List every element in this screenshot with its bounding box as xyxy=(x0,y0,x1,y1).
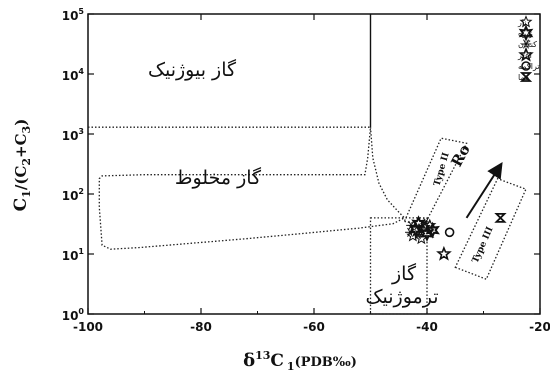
region-label-thermogenic-1: گاز xyxy=(391,262,417,285)
maturity-arrow xyxy=(465,162,503,219)
type-ii-corridor xyxy=(403,137,468,227)
legend-label: هما xyxy=(518,73,529,82)
x-axis-title: δ13C 1(PDB‰) xyxy=(243,349,357,373)
type-iii-corridor xyxy=(454,177,527,281)
legend-marker xyxy=(521,39,531,49)
point-series-2 xyxy=(412,230,423,240)
x-tick-label: -20 xyxy=(529,320,550,334)
y-axis-title: C1/(C2+C3) xyxy=(11,119,33,212)
y-tick-label: 104 xyxy=(62,67,85,83)
x-tick-label: -60 xyxy=(303,320,325,334)
point-series-1 xyxy=(425,221,440,239)
legend-label: زیره xyxy=(518,29,533,38)
y-tick-label: 105 xyxy=(62,7,85,23)
legend-marker xyxy=(518,46,534,62)
maturity-arrow-label: Ro xyxy=(447,142,473,170)
legend-marker xyxy=(521,61,531,71)
point-series-2 xyxy=(420,217,431,227)
point-series-5 xyxy=(494,212,507,223)
y-tick-label: 101 xyxy=(62,247,85,263)
asterisk-stroke xyxy=(407,227,413,237)
asterisk-stroke xyxy=(523,39,529,49)
legend-marker xyxy=(519,15,533,28)
y-tick-label: 102 xyxy=(62,187,84,203)
mixed-gas-envelope xyxy=(98,127,406,250)
x-tick-labels: -100 -80 -60 -40 -20 xyxy=(73,320,550,334)
legend-label: تراکمه xyxy=(518,62,540,71)
point-series-3 xyxy=(436,245,452,261)
type-iii-label: Type III xyxy=(471,225,496,264)
region-label-thermogenic-2: ترموژنیک xyxy=(366,286,439,308)
x-tick-label: -80 xyxy=(190,320,212,334)
x-tick-label: -40 xyxy=(416,320,438,334)
data-points xyxy=(405,212,507,261)
asterisk-stroke xyxy=(408,220,415,230)
point-series-4 xyxy=(444,227,455,238)
legend-label: نار xyxy=(517,18,527,27)
region-label-mixed: گاز مخلوط xyxy=(175,166,262,189)
y-tick-label: 100 xyxy=(62,307,85,323)
x-tick-label: -100 xyxy=(73,320,103,334)
legend-marker xyxy=(518,24,534,42)
point-series-1 xyxy=(419,225,435,242)
point-series-2 xyxy=(405,227,416,237)
region-label-biogenic: گاز بیوژنیک xyxy=(148,58,237,81)
legend-label: اعتر xyxy=(517,51,532,60)
legend-label: کنگان xyxy=(518,39,537,49)
asterisk-stroke xyxy=(415,230,421,240)
y-tick-label: 103 xyxy=(62,127,84,143)
legend-marker xyxy=(519,72,533,82)
region-boundaries xyxy=(88,14,527,315)
y-tick-labels: 100 101 102 103 104 105 xyxy=(62,7,85,323)
asterisk-stroke xyxy=(422,217,429,227)
